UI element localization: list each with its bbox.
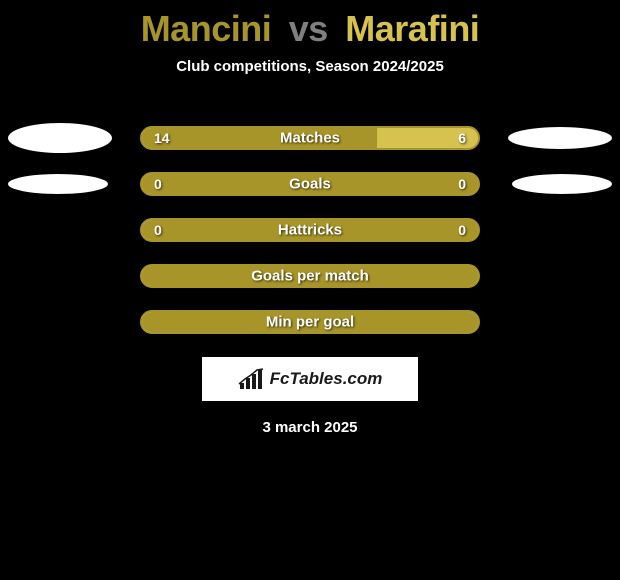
date-label: 3 march 2025 [0,419,620,436]
comparison-title: Mancini vs Marafini [0,0,620,50]
stat-value-right: 6 [458,130,466,146]
stat-bar: Matches 14 6 [140,126,480,150]
subtitle: Club competitions, Season 2024/2025 [0,58,620,75]
fctables-logo: FcTables.com [202,357,418,401]
stat-label: Matches [280,130,340,147]
stat-value-right: 0 [458,176,466,192]
stat-value-left: 0 [154,222,162,238]
player2-name: Marafini [345,8,479,49]
stat-row: Min per goal [0,299,620,345]
stat-value-right: 0 [458,222,466,238]
stats-container: Matches 14 6 Goals 0 0 Hattricks 0 0 Goals per ma… [0,115,620,345]
stat-value-left: 0 [154,176,162,192]
stat-bar: Hattricks 0 0 [140,218,480,242]
stat-bar: Goals 0 0 [140,172,480,196]
stat-row: Matches 14 6 [0,115,620,161]
player2-ellipse [512,174,612,194]
stat-label: Goals [289,176,331,193]
stat-value-left: 14 [154,130,170,146]
stat-row: Goals 0 0 [0,161,620,207]
logo-text: FcTables.com [270,369,383,389]
stat-label: Hattricks [278,222,342,239]
stat-label: Min per goal [266,314,354,331]
stat-label: Goals per match [251,268,369,285]
player2-ellipse [508,127,612,149]
player1-ellipse [8,123,112,153]
stat-bar: Min per goal [140,310,480,334]
bar-chart-icon [238,367,266,391]
stat-row: Hattricks 0 0 [0,207,620,253]
player1-ellipse [8,174,108,194]
player1-name: Mancini [141,8,272,49]
stat-bar: Goals per match [140,264,480,288]
stat-bar-fill-left [142,128,377,148]
stat-row: Goals per match [0,253,620,299]
vs-separator: vs [289,8,328,49]
